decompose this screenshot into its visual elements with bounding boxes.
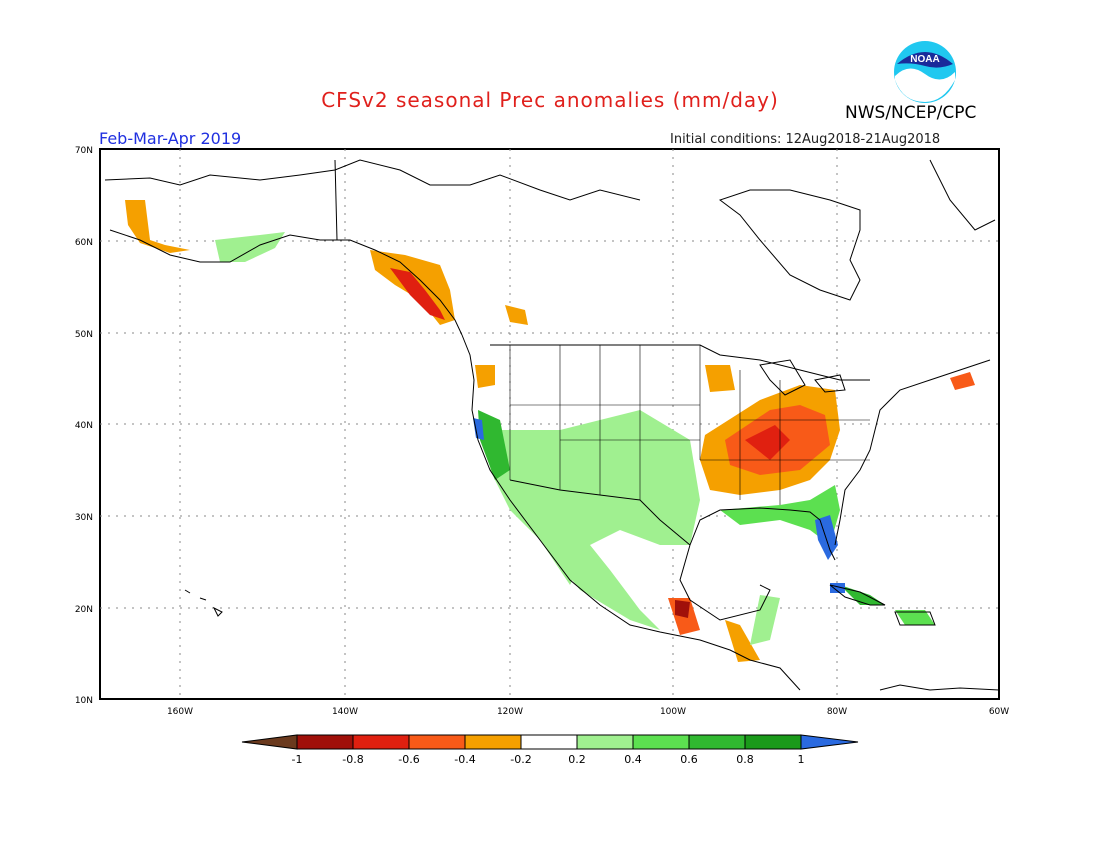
gulf-wet-region: [720, 485, 840, 545]
colorbar-label-4: -0.4: [454, 753, 475, 766]
page-title: CFSv2 seasonal Prec anomalies (mm/day): [321, 88, 779, 112]
colorbar-box-9: [744, 734, 802, 750]
state-borders: [509, 345, 870, 505]
lon-label-120w: 120W: [497, 707, 523, 717]
lon-label-100w: 100W: [660, 707, 686, 717]
colorbar-label-6: 0.2: [568, 753, 586, 766]
california-coast-blue: [473, 418, 484, 440]
colorbar-left-arrow: [241, 734, 298, 750]
colorbar-label-7: 0.4: [624, 753, 642, 766]
lat-label-40: 40N: [75, 421, 93, 431]
lat-label-20: 20N: [75, 605, 93, 615]
lat-label-50: 50N: [75, 330, 93, 340]
hispaniola-wet: [895, 610, 935, 625]
latitude-labels: 70N 60N 50N 40N 30N 20N 10N: [75, 146, 93, 706]
colorbar: -1 -0.8 -0.6 -0.4 -0.2 0.2 0.4 0.6 0.8 1: [241, 734, 859, 766]
colorbar-box-1: [296, 734, 354, 750]
lon-label-160w: 160W: [167, 707, 193, 717]
coastlines: [104, 159, 1000, 691]
lon-label-80w: 80W: [827, 707, 847, 717]
lat-label-60: 60N: [75, 238, 93, 248]
colorbar-box-4: [464, 734, 522, 750]
mexico-wet-region: [540, 540, 660, 630]
lon-label-60w: 60W: [989, 707, 1009, 717]
great-lakes-dry-region: [705, 365, 735, 392]
colorbar-box-6: [576, 734, 634, 750]
colorbar-label-9: 0.8: [736, 753, 754, 766]
colorbar-label-2: -0.8: [342, 753, 363, 766]
mexico-darkest-dry: [675, 600, 690, 618]
colorbar-label-10: 1: [798, 753, 805, 766]
pacific-nw-dry: [475, 365, 495, 388]
lat-label-30: 30N: [75, 513, 93, 523]
colorbar-box-3: [408, 734, 466, 750]
east-canada-dry: [950, 372, 975, 390]
initial-conditions: Initial conditions: 12Aug2018-21Aug2018: [670, 132, 941, 147]
lat-label-10: 10N: [75, 696, 93, 706]
colorbar-label-3: -0.6: [398, 753, 419, 766]
lat-label-70: 70N: [75, 146, 93, 156]
alaska-green-patch: [215, 232, 285, 262]
central-america-dry: [725, 620, 760, 662]
colorbar-label-5: -0.2: [510, 753, 531, 766]
colorbar-box-7: [632, 734, 690, 750]
florida-very-wet-region: [815, 515, 838, 560]
colorbar-label-1: -1: [292, 753, 303, 766]
forecast-period: Feb-Mar-Apr 2019: [99, 129, 242, 148]
colorbar-box-8: [688, 734, 746, 750]
california-wet-region: [478, 410, 510, 480]
central-america-wet: [750, 595, 780, 645]
agency-label: NWS/NCEP/CPC: [845, 103, 977, 123]
colorbar-right-arrow: [800, 734, 859, 750]
colorbar-box-2: [352, 734, 410, 750]
colorbar-label-8: 0.6: [680, 753, 698, 766]
lon-label-140w: 140W: [332, 707, 358, 717]
alaska-west-dry: [125, 200, 190, 253]
noaa-logo-text: NOAA: [910, 54, 939, 65]
colorbar-box-5: [520, 734, 578, 750]
midsouth-darkest-dry: [745, 425, 790, 460]
bc-dry-patch: [505, 305, 528, 325]
anomaly-shading: [125, 200, 975, 662]
noaa-logo: NOAA: [894, 41, 956, 103]
longitude-labels: 160W 140W 120W 100W 80W 60W: [167, 707, 1009, 717]
alaska-panhandle-very-dry: [390, 268, 445, 320]
